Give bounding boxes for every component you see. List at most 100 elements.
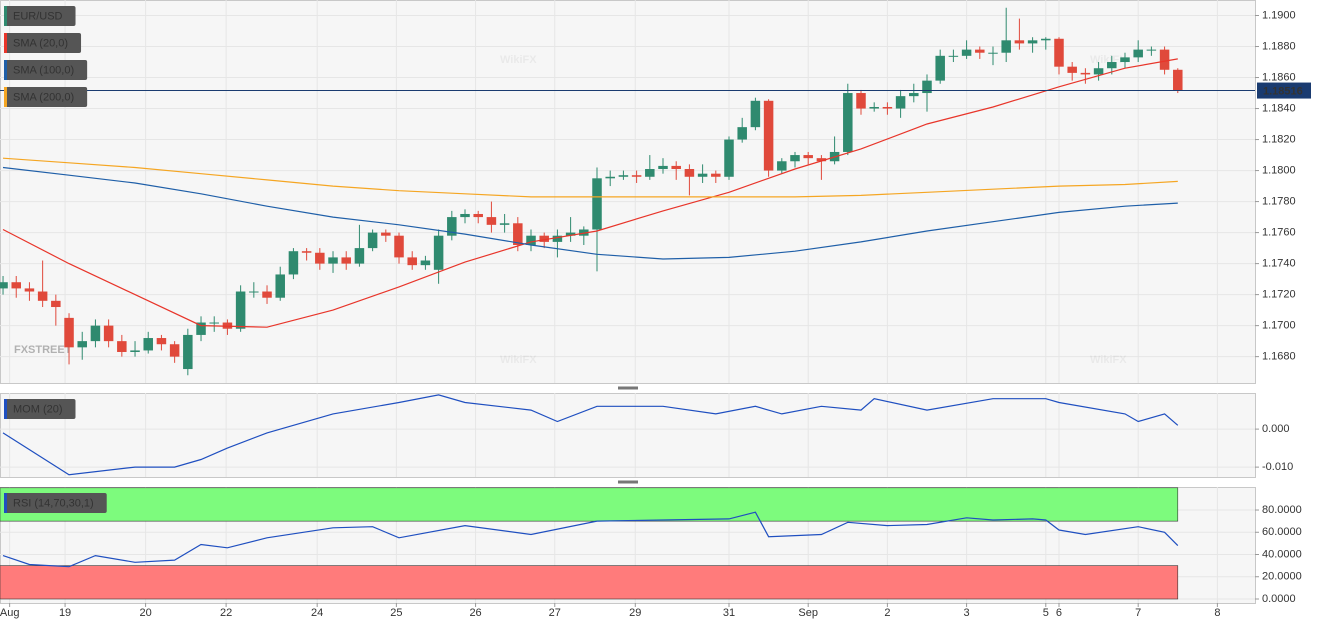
x-tick-label: 7 xyxy=(1135,607,1141,619)
candle-body xyxy=(341,257,351,264)
candle-body xyxy=(447,217,457,236)
legend-swatch xyxy=(4,33,7,53)
candle-body xyxy=(169,344,180,357)
x-tick-label: 26 xyxy=(469,607,481,619)
y-tick-label: 0.000 xyxy=(1262,423,1290,435)
line-series xyxy=(2,58,1178,328)
y-tick-label: 1.1680 xyxy=(1262,351,1296,363)
x-tick-label: Sep xyxy=(798,607,818,619)
candle-body xyxy=(684,169,695,177)
legend-swatch xyxy=(4,87,7,107)
watermark: WikiFX xyxy=(1090,354,1127,366)
candle-body xyxy=(262,291,272,298)
legend-label: RSI (14,70,30,1) xyxy=(13,497,94,509)
candle-body xyxy=(750,100,761,128)
legend-box xyxy=(4,60,88,80)
candle-body xyxy=(499,223,510,225)
candle-body xyxy=(1027,40,1038,44)
legend-swatch xyxy=(4,6,7,26)
x-tick-label: 31 xyxy=(723,607,735,619)
y-tick-label: 1.1780 xyxy=(1262,195,1296,207)
candle-body xyxy=(605,176,615,179)
line-series xyxy=(2,166,1178,260)
candle-body xyxy=(618,175,629,177)
candle-body xyxy=(156,338,167,345)
candle-body xyxy=(394,235,404,258)
candle-body xyxy=(143,338,153,351)
candle-body xyxy=(777,161,787,171)
candle-body xyxy=(948,55,959,57)
x-tick-label: Aug xyxy=(0,607,19,619)
candle-body xyxy=(1133,49,1143,58)
candle-body xyxy=(1120,57,1130,63)
y-tick-label: 1.1840 xyxy=(1262,102,1296,114)
candle-body xyxy=(737,127,747,140)
zone xyxy=(0,565,1179,600)
candle-body xyxy=(64,317,74,348)
candle-body xyxy=(1041,38,1051,41)
y-tick-label: 0.0000 xyxy=(1262,593,1296,605)
candle-body xyxy=(473,213,483,218)
candle-body xyxy=(1080,72,1091,75)
brand-watermark: FXSTREET xyxy=(14,344,72,356)
x-tick-label: 8 xyxy=(1214,607,1220,619)
candle-body xyxy=(895,96,906,109)
panel-background xyxy=(0,0,1256,384)
candle-body xyxy=(869,106,879,109)
line-series xyxy=(2,511,1179,568)
y-tick-label: -0.010 xyxy=(1262,461,1293,473)
candle-body xyxy=(975,49,985,53)
x-tick-label: 2 xyxy=(884,607,890,619)
legend-box xyxy=(4,33,82,53)
candle-body xyxy=(882,106,893,109)
candle-body xyxy=(77,341,87,348)
candle-body xyxy=(328,257,338,264)
candle-body xyxy=(249,291,259,293)
candle-body xyxy=(0,282,8,289)
candle-body xyxy=(816,158,827,162)
candle-body xyxy=(631,175,642,177)
candle-body xyxy=(988,52,998,54)
candle-body xyxy=(803,155,813,159)
legend-swatch xyxy=(4,493,7,513)
candle-body xyxy=(1093,68,1104,75)
candle-body xyxy=(1146,49,1157,51)
candle-body xyxy=(407,257,417,266)
candle-body xyxy=(843,93,853,152)
y-tick-label: 80.0000 xyxy=(1262,504,1302,516)
candle-body xyxy=(671,165,681,170)
legend-box xyxy=(4,87,88,107)
x-tick-label: 3 xyxy=(964,607,970,619)
x-tick-label: 5 xyxy=(1043,607,1049,619)
line-series xyxy=(2,157,1178,198)
candle-body xyxy=(1173,69,1183,91)
candle-body xyxy=(354,248,365,264)
candle-body xyxy=(367,232,378,249)
y-tick-label: 60.0000 xyxy=(1262,526,1302,538)
candle-body xyxy=(856,93,866,109)
legend-label: SMA (20,0) xyxy=(13,37,68,49)
y-tick-label: 1.1860 xyxy=(1262,71,1296,83)
y-tick-label: 1.1900 xyxy=(1262,9,1296,21)
candle-body xyxy=(486,217,497,225)
y-tick-label: 1.1700 xyxy=(1262,320,1296,332)
candle-body xyxy=(961,49,972,56)
candle-body xyxy=(697,173,708,177)
x-tick-label: 20 xyxy=(139,607,151,619)
candle-body xyxy=(24,288,35,292)
zone xyxy=(0,487,1179,522)
legend-label: MOM (20) xyxy=(13,403,63,415)
candle-body xyxy=(1107,62,1117,69)
candle-body xyxy=(420,260,431,266)
y-tick-label: 1.1720 xyxy=(1262,289,1296,301)
x-tick-label: 22 xyxy=(220,607,232,619)
legend-swatch xyxy=(4,60,7,80)
candle-body xyxy=(37,291,48,301)
candle-body xyxy=(222,322,233,329)
candle-body xyxy=(724,139,734,177)
legend-label: SMA (100,0) xyxy=(13,64,74,76)
candle-body xyxy=(235,291,246,329)
candle-body xyxy=(1159,49,1170,70)
candle-body xyxy=(763,100,774,171)
